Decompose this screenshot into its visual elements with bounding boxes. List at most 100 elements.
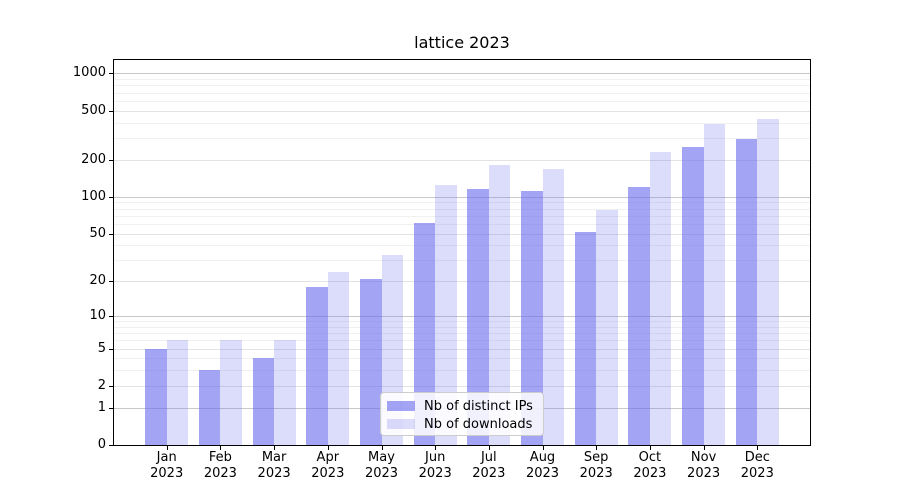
y-tick-mark bbox=[109, 110, 114, 112]
x-tick-label-dec: Dec 2023 bbox=[725, 450, 789, 482]
x-tick-label-sep: Sep 2023 bbox=[564, 450, 628, 482]
minor-gridline bbox=[114, 370, 810, 372]
x-tick-mark bbox=[166, 446, 168, 450]
y-tick-mark bbox=[109, 407, 114, 409]
x-tick-label-aug: Aug 2023 bbox=[511, 450, 575, 482]
bar-distinct-ips-oct bbox=[628, 187, 650, 445]
y-tick-mark bbox=[109, 385, 114, 387]
x-tick-month: Jun bbox=[425, 450, 446, 465]
y-tick-label: 5 bbox=[97, 340, 106, 356]
y-tick-mark bbox=[109, 445, 114, 446]
minor-gridline bbox=[114, 138, 810, 139]
y-tick-label: 2 bbox=[97, 377, 106, 393]
x-tick-year: 2023 bbox=[525, 466, 560, 481]
x-tick-month: Sep bbox=[583, 450, 609, 465]
bar-downloads-dec bbox=[757, 119, 779, 445]
minor-gridline bbox=[114, 79, 810, 80]
x-tick-year: 2023 bbox=[472, 466, 506, 481]
legend-label-downloads: Nb of downloads bbox=[424, 416, 533, 432]
y-tick-label: 100 bbox=[81, 188, 106, 204]
major-gridline bbox=[114, 348, 810, 350]
x-tick-month: Apr bbox=[316, 450, 340, 465]
minor-gridline bbox=[114, 260, 810, 262]
y-tick-label: 10 bbox=[89, 308, 106, 323]
legend-swatch-downloads-icon bbox=[387, 419, 415, 429]
x-tick-label-may: May 2023 bbox=[350, 450, 414, 482]
x-tick-label-jan: Jan 2023 bbox=[135, 450, 199, 482]
y-tick-label: 500 bbox=[81, 102, 106, 118]
x-tick-month: Jan bbox=[156, 450, 177, 465]
x-tick-label-oct: Oct 2023 bbox=[618, 450, 682, 482]
x-tick-year: 2023 bbox=[418, 466, 452, 481]
major-gridline bbox=[114, 73, 810, 75]
minor-gridline bbox=[114, 358, 810, 360]
bar-downloads-sep bbox=[596, 209, 618, 445]
bar-distinct-ips-feb bbox=[198, 370, 221, 445]
minor-gridline bbox=[114, 340, 810, 342]
x-tick-year: 2023 bbox=[364, 466, 399, 481]
y-tick-mark bbox=[109, 233, 114, 235]
x-tick-month: Feb bbox=[208, 450, 232, 465]
x-tick-label-jul: Jul 2023 bbox=[457, 450, 521, 482]
x-tick-month: Mar bbox=[261, 450, 287, 465]
x-tick-year: 2023 bbox=[633, 466, 667, 481]
x-tick-mark bbox=[381, 446, 383, 450]
bar-downloads-mar bbox=[274, 340, 296, 445]
minor-gridline bbox=[114, 85, 810, 87]
x-tick-mark bbox=[488, 446, 490, 450]
major-gridline bbox=[114, 159, 810, 161]
x-tick-mark bbox=[220, 446, 222, 450]
bar-distinct-ips-aug bbox=[521, 190, 543, 445]
x-tick-mark bbox=[649, 446, 651, 450]
bar-downloads-jun bbox=[435, 184, 457, 445]
x-tick-year: 2023 bbox=[311, 466, 345, 481]
x-tick-year: 2023 bbox=[150, 466, 184, 481]
minor-gridline bbox=[114, 92, 810, 94]
x-tick-mark bbox=[757, 446, 759, 450]
bar-downloads-nov bbox=[703, 124, 726, 445]
y-tick-mark bbox=[109, 348, 114, 350]
x-tick-mark bbox=[542, 446, 544, 450]
minor-gridline bbox=[114, 326, 810, 328]
bar-distinct-ips-sep bbox=[574, 232, 597, 445]
y-tick-mark bbox=[109, 196, 114, 198]
bar-downloads-aug bbox=[542, 169, 564, 445]
bar-downloads-jan bbox=[166, 340, 189, 445]
major-gridline bbox=[114, 110, 810, 112]
y-tick-mark bbox=[109, 281, 114, 283]
minor-gridline bbox=[114, 122, 810, 124]
y-tick-label: 200 bbox=[81, 151, 106, 167]
x-tick-year: 2023 bbox=[203, 466, 237, 481]
bar-distinct-ips-jan bbox=[145, 348, 167, 445]
x-tick-year: 2023 bbox=[257, 466, 291, 481]
chart-title: lattice 2023 bbox=[414, 33, 510, 52]
x-tick-label-apr: Apr 2023 bbox=[296, 450, 360, 482]
x-tick-month: Jul bbox=[480, 450, 497, 465]
bar-downloads-jul bbox=[488, 165, 511, 445]
minor-gridline bbox=[114, 202, 810, 204]
major-gridline bbox=[114, 233, 810, 235]
y-tick-label: 0 bbox=[97, 437, 106, 452]
x-tick-label-nov: Nov 2023 bbox=[672, 450, 736, 482]
bar-downloads-feb bbox=[220, 340, 242, 445]
major-gridline bbox=[114, 316, 810, 317]
major-gridline bbox=[114, 385, 810, 387]
minor-gridline bbox=[114, 208, 810, 210]
x-tick-mark bbox=[327, 446, 329, 450]
x-tick-label-feb: Feb 2023 bbox=[188, 450, 252, 482]
plot-area bbox=[113, 59, 811, 446]
bar-downloads-oct bbox=[649, 151, 672, 445]
x-tick-month: Oct bbox=[638, 450, 662, 465]
bar-distinct-ips-jul bbox=[467, 189, 489, 445]
minor-gridline bbox=[114, 215, 810, 217]
bar-distinct-ips-dec bbox=[735, 139, 758, 445]
minor-gridline bbox=[114, 100, 810, 102]
x-tick-month: May bbox=[368, 450, 395, 465]
x-tick-year: 2023 bbox=[740, 466, 774, 481]
major-gridline bbox=[114, 281, 810, 283]
minor-gridline bbox=[114, 245, 810, 247]
x-tick-month: Nov bbox=[690, 450, 717, 465]
x-tick-mark bbox=[274, 446, 276, 450]
bar-distinct-ips-nov bbox=[682, 146, 704, 445]
